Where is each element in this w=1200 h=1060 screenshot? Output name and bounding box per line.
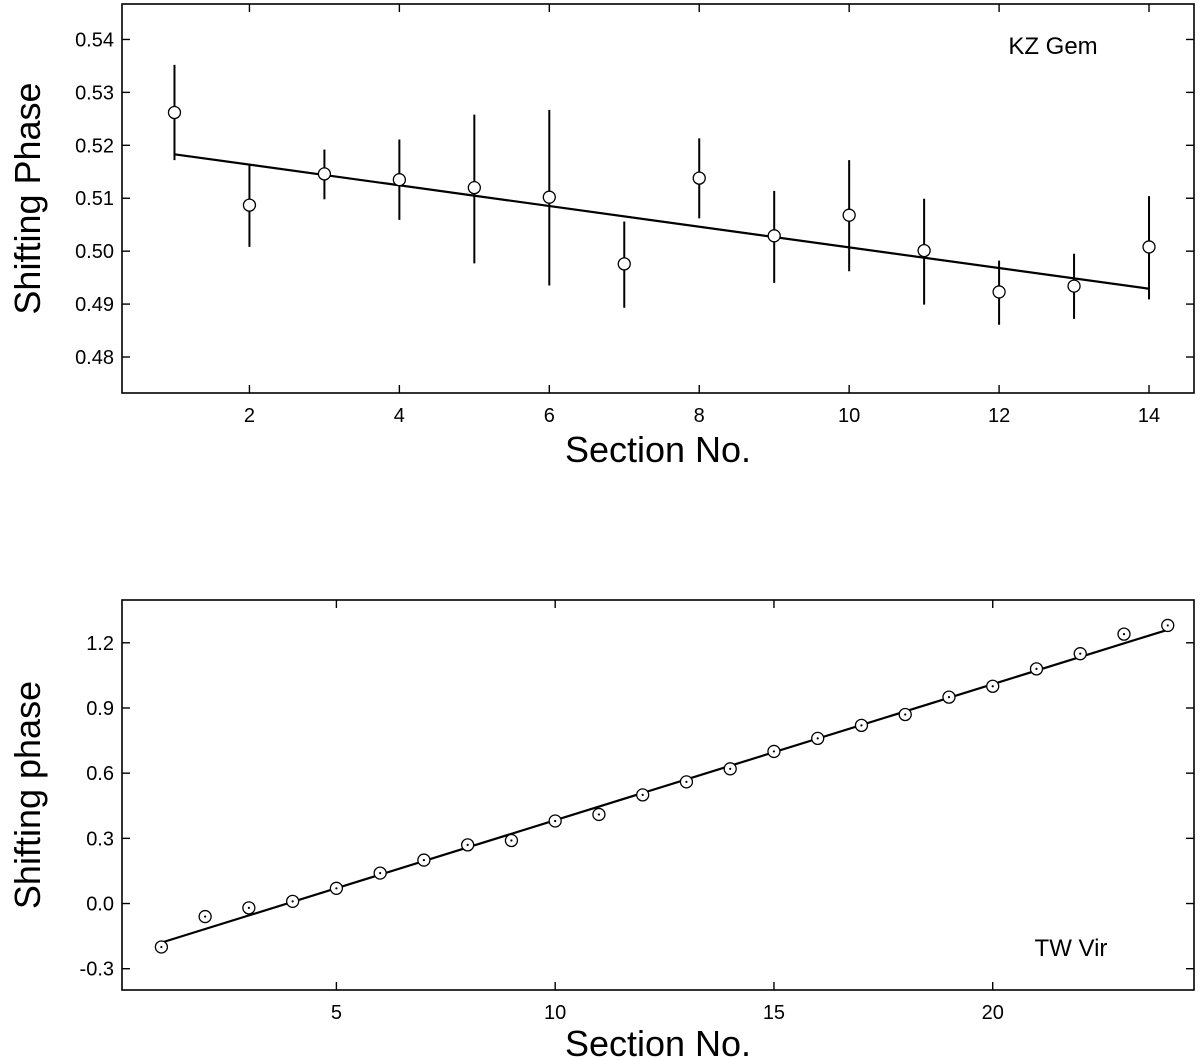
data-point-center <box>729 767 732 770</box>
data-point <box>617 257 631 271</box>
data-point-center <box>379 872 382 875</box>
y-tick-label: 0.6 <box>86 763 114 785</box>
x-tick-label: 14 <box>1138 405 1160 427</box>
data-point-center <box>772 750 776 753</box>
data-point <box>767 229 781 243</box>
data-point-center <box>1166 624 1169 627</box>
data-point-center <box>1035 667 1038 670</box>
data-point-center <box>335 887 338 890</box>
data-point <box>992 285 1006 299</box>
data-point-center <box>554 819 557 823</box>
data-point <box>1142 240 1156 254</box>
y-tick-label: 0.9 <box>86 698 114 720</box>
data-point-center <box>291 900 294 903</box>
data-point <box>392 173 407 187</box>
x-axis-title: Section No. <box>565 429 751 470</box>
plot-frame <box>121 3 1195 394</box>
data-point-center <box>991 685 994 688</box>
star-name-annotation: TW Vir <box>1035 935 1108 962</box>
y-tick-label: 0.0 <box>86 894 114 916</box>
data-point-center <box>816 737 819 740</box>
y-tick-label: 0.52 <box>75 135 114 157</box>
data-point-center <box>247 906 250 909</box>
x-tick-label: 6 <box>544 405 555 427</box>
x-axis-title: Section No. <box>565 1023 751 1060</box>
x-tick-label: 2 <box>244 405 255 427</box>
x-tick-label: 4 <box>394 405 405 427</box>
data-point <box>242 198 257 212</box>
data-point <box>542 190 556 204</box>
plot-frame <box>121 599 1195 991</box>
data-point-center <box>422 858 426 862</box>
fit-line <box>161 628 1169 944</box>
data-point-center <box>204 915 207 918</box>
kz-gem-panel: 2 4 6 8 10 12 14 0.48 0.49 0.50 0.51 0.52 0.53 0.54 Se… <box>7 3 1195 470</box>
x-tick-label: 12 <box>988 405 1010 427</box>
data-point-center <box>1122 633 1126 636</box>
x-tick-label: 20 <box>982 1002 1004 1024</box>
data-point <box>1067 279 1081 293</box>
y-tick-label: 0.50 <box>75 241 114 263</box>
data-point-center <box>597 813 601 816</box>
data-point <box>842 208 856 222</box>
x-tick-label: 10 <box>544 1002 566 1024</box>
y-tick-label: 0.54 <box>75 29 114 51</box>
fit-line <box>174 153 1150 290</box>
data-point-center <box>160 945 163 949</box>
y-tick-label: 0.48 <box>75 347 114 369</box>
x-tick-label: 5 <box>331 1002 342 1024</box>
data-point-center <box>860 724 863 727</box>
x-tick-label: 15 <box>763 1002 785 1024</box>
y-tick-label: 0.49 <box>75 294 114 316</box>
data-point <box>467 181 481 195</box>
data-point-center <box>904 713 907 716</box>
y-tick-label: 0.3 <box>86 828 114 850</box>
y-axis-title: Shifting phase <box>7 681 48 909</box>
data-point <box>167 105 182 120</box>
data-point-center <box>685 780 688 783</box>
data-point-center <box>510 839 513 842</box>
y-tick-label: 0.53 <box>75 82 114 104</box>
data-point <box>317 167 332 181</box>
data-point-center <box>947 696 951 699</box>
y-tick-label: -0.3 <box>80 959 114 981</box>
data-point <box>917 243 931 258</box>
y-tick-label: 1.2 <box>86 633 114 655</box>
x-tick-label: 10 <box>838 405 860 427</box>
y-tick-label: 0.51 <box>75 188 114 210</box>
star-name-annotation: KZ Gem <box>1008 33 1097 60</box>
x-tick-label: 8 <box>694 405 705 427</box>
data-point-center <box>1079 652 1082 655</box>
data-point-center <box>466 843 469 846</box>
data-point <box>692 171 706 185</box>
tw-vir-panel: 5 10 15 20 -0.3 0.0 0.3 0.6 0.9 1.2 Section No. Shi… <box>7 599 1195 1060</box>
y-axis-title: Shifting Phase <box>7 82 48 314</box>
data-point-center <box>641 793 644 796</box>
